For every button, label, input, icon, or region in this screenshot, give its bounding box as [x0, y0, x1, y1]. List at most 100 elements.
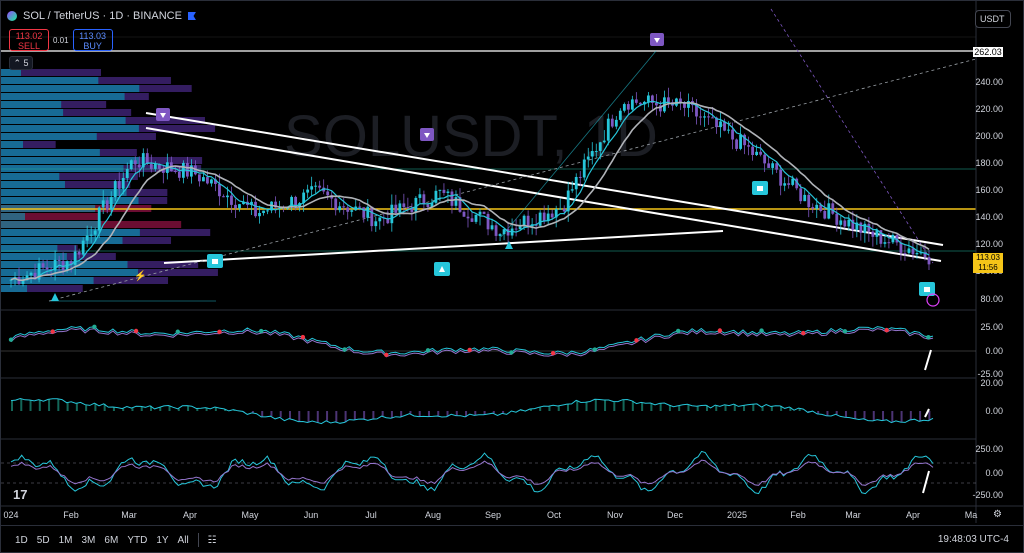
- candle-body: [731, 129, 734, 140]
- histogram-bar: [400, 411, 403, 418]
- candle-body: [177, 171, 181, 178]
- range-1y[interactable]: 1Y: [156, 534, 169, 546]
- candle-body: [434, 190, 438, 203]
- histogram-bar: [835, 411, 838, 415]
- candle-body: [667, 97, 670, 103]
- candle-body: [522, 215, 526, 227]
- range-1d[interactable]: 1D: [15, 534, 28, 546]
- candle-body: [486, 213, 490, 230]
- candle-body: [334, 198, 338, 211]
- candle-body: [759, 151, 763, 155]
- price-axis[interactable]: 262.03 240.00 220.00 200.00 180.00 160.0…: [972, 1, 1023, 521]
- candle-body: [827, 203, 831, 219]
- sell-button[interactable]: 113.02 SELL: [9, 29, 49, 51]
- histogram-bar: [326, 411, 329, 421]
- candle-body: [783, 183, 787, 186]
- currency-select[interactable]: USDT: [975, 10, 1011, 28]
- time-label: Apr: [182, 510, 198, 520]
- histogram-bar: [557, 405, 560, 411]
- symbol-title[interactable]: SOL / TetherUS · 1D · BINANCE: [23, 10, 182, 22]
- histogram-bar: [270, 411, 273, 417]
- histogram-bar: [548, 406, 551, 411]
- time-label: Feb: [63, 510, 79, 520]
- volume-profile-bar: [1, 141, 24, 148]
- range-ytd[interactable]: YTD: [127, 534, 148, 546]
- range-5d[interactable]: 5D: [36, 534, 50, 546]
- candle-body: [859, 222, 863, 233]
- cross-dot: [8, 337, 14, 342]
- price-label: 160.00: [975, 185, 1003, 195]
- candle-body: [779, 169, 783, 186]
- cross-dot: [550, 350, 556, 356]
- candle-body: [386, 218, 390, 224]
- clock-timezone[interactable]: 19:48:03 UTC-4: [937, 534, 1009, 545]
- candle-body: [410, 207, 414, 213]
- candle-body: [250, 201, 253, 205]
- time-label: May: [241, 510, 259, 520]
- histogram-bar: [752, 404, 755, 411]
- time-axis[interactable]: 024 Feb Mar Apr May Jun Jul Aug Sep Oct …: [1, 507, 986, 523]
- volume-profile-bar: [1, 77, 99, 84]
- candle-body: [538, 212, 542, 226]
- range-6m[interactable]: 6M: [104, 534, 119, 546]
- histogram-bar: [224, 408, 227, 411]
- cross-dot: [258, 328, 264, 334]
- date-range-calendar-icon[interactable]: ☷: [207, 534, 217, 546]
- candle-countdown: 11:56: [978, 263, 998, 272]
- cross-dot: [592, 347, 597, 352]
- histogram-bar: [372, 411, 375, 420]
- candle-body: [751, 146, 755, 156]
- candle-body: [835, 213, 839, 225]
- candle-body: [157, 163, 161, 169]
- cross-dot: [92, 324, 97, 330]
- candle-body: [238, 204, 241, 209]
- candle-body: [514, 228, 518, 230]
- indicators-collapse-button[interactable]: ⌃ 5: [9, 56, 33, 70]
- histogram-bar: [103, 403, 106, 411]
- candle-body: [775, 163, 779, 170]
- pane1-label: 25.00: [980, 322, 1003, 332]
- candle-body: [41, 263, 45, 268]
- histogram-bar: [474, 411, 477, 416]
- candle-body: [254, 201, 257, 217]
- flag-icon[interactable]: [187, 12, 196, 20]
- candle-body: [903, 252, 907, 254]
- candles: [9, 87, 931, 288]
- indicator-pane-2: [10, 397, 934, 425]
- cross-dot: [175, 329, 180, 334]
- candle-body: [302, 192, 306, 204]
- candle-body: [586, 156, 590, 160]
- settings-gear-icon[interactable]: ⚙: [993, 509, 1002, 520]
- histogram-bar: [205, 407, 208, 411]
- volume-profile-bar: [1, 173, 138, 180]
- top-line-price-tag: 262.03: [973, 47, 1003, 57]
- histogram-bar: [715, 405, 718, 411]
- candle-body: [290, 196, 294, 208]
- volume-profile-bar: [1, 277, 94, 284]
- cross-dot: [634, 338, 639, 343]
- candle-body: [767, 163, 771, 168]
- volume-profile-bar: [1, 125, 139, 132]
- buy-price: 113.03: [79, 31, 106, 41]
- candle-body: [803, 194, 807, 202]
- candle-body: [843, 220, 847, 227]
- volume-profile-bar: [1, 253, 67, 260]
- volume-profile-bar: [1, 69, 21, 76]
- range-1m[interactable]: 1M: [58, 534, 73, 546]
- range-all[interactable]: All: [177, 534, 189, 546]
- histogram-bar: [576, 400, 579, 411]
- buy-label: BUY: [83, 41, 102, 51]
- candle-body: [578, 176, 582, 178]
- histogram-bar: [650, 402, 653, 411]
- histogram-bar: [854, 411, 857, 419]
- histogram-bar: [261, 411, 264, 417]
- price-label: 80.00: [980, 294, 1003, 304]
- candle-body: [422, 194, 426, 205]
- volume-profile-bar: [1, 109, 64, 116]
- candle-body: [77, 251, 81, 255]
- range-3m[interactable]: 3M: [81, 534, 96, 546]
- candle-body: [326, 191, 330, 196]
- buy-button[interactable]: 113.03 BUY: [72, 29, 113, 51]
